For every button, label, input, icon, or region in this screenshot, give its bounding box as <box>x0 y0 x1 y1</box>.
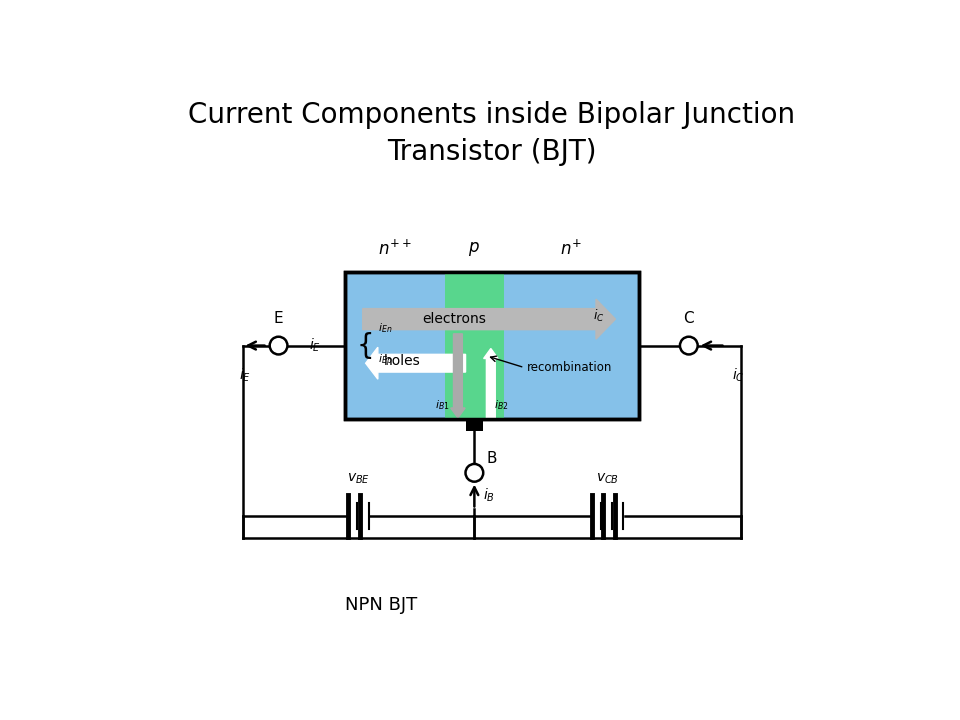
Text: $n^{++}$: $n^{++}$ <box>378 239 412 258</box>
Bar <box>345 272 639 419</box>
Bar <box>445 331 469 419</box>
Bar <box>345 272 639 419</box>
Circle shape <box>680 337 698 354</box>
FancyArrow shape <box>450 334 466 418</box>
Circle shape <box>270 337 287 354</box>
Text: $p$: $p$ <box>468 240 480 258</box>
Bar <box>445 272 504 419</box>
Text: $i_E$: $i_E$ <box>308 337 321 354</box>
Text: $i_{B2}$: $i_{B2}$ <box>493 399 508 413</box>
Text: $i_C$: $i_C$ <box>732 366 745 384</box>
FancyArrow shape <box>363 299 615 339</box>
Text: Current Components inside Bipolar Junction
Transistor (BJT): Current Components inside Bipolar Juncti… <box>188 101 796 166</box>
Text: recombination: recombination <box>527 361 612 374</box>
Text: B: B <box>487 451 497 466</box>
Text: holes: holes <box>384 354 420 368</box>
Bar <box>479 323 504 419</box>
Text: $i_{Ep}$: $i_{Ep}$ <box>378 353 393 369</box>
Text: $v_{BE}$: $v_{BE}$ <box>347 471 370 485</box>
Text: $i_B$: $i_B$ <box>483 487 494 504</box>
Text: $i_{En}$: $i_{En}$ <box>378 321 393 335</box>
Text: $i_C$: $i_C$ <box>593 308 605 325</box>
Text: $i_E$: $i_E$ <box>239 366 252 384</box>
Text: $n^{+}$: $n^{+}$ <box>561 239 583 258</box>
Bar <box>445 392 504 419</box>
Text: E: E <box>274 311 283 326</box>
Text: $v_{CB}$: $v_{CB}$ <box>596 471 619 485</box>
Text: $i_{B1}$: $i_{B1}$ <box>436 399 450 413</box>
Text: C: C <box>684 311 694 326</box>
Text: electrons: electrons <box>421 312 486 326</box>
Text: {: { <box>357 332 374 359</box>
FancyArrow shape <box>366 347 466 379</box>
Circle shape <box>466 464 483 482</box>
Text: NPN BJT: NPN BJT <box>345 595 418 613</box>
FancyArrow shape <box>484 348 498 418</box>
Bar <box>466 419 483 431</box>
